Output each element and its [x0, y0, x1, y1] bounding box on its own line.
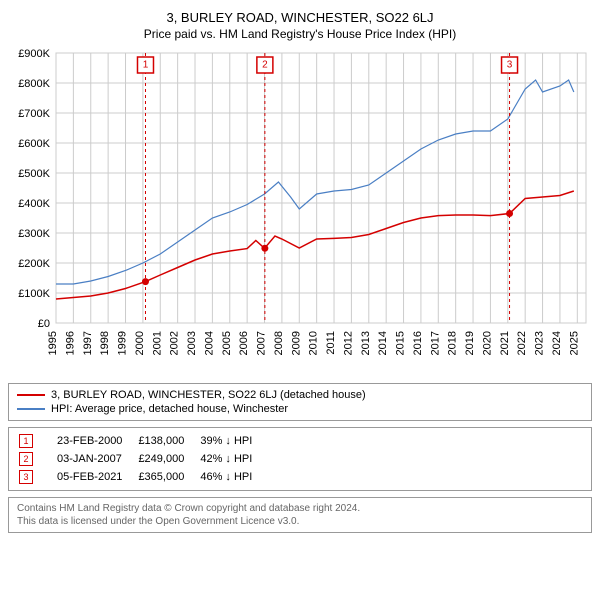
event-dot — [261, 245, 268, 252]
x-tick-label: 2011 — [325, 331, 337, 355]
y-tick-label: £0 — [38, 318, 50, 330]
x-tick-label: 2001 — [151, 331, 163, 355]
chart-title: 3, BURLEY ROAD, WINCHESTER, SO22 6LJ — [8, 10, 592, 25]
x-tick-label: 2007 — [256, 331, 268, 355]
legend-item: HPI: Average price, detached house, Winc… — [17, 402, 583, 416]
x-tick-label: 2006 — [238, 331, 250, 355]
x-tick-label: 2008 — [273, 331, 285, 355]
series-hpi — [56, 80, 574, 284]
event-dot — [506, 210, 513, 217]
x-tick-label: 2024 — [551, 331, 563, 355]
x-tick-label: 1996 — [64, 331, 76, 355]
x-tick-label: 2005 — [221, 331, 233, 355]
event-dot — [142, 278, 149, 285]
x-tick-label: 2004 — [203, 331, 215, 355]
event-date: 23-FEB-2000 — [55, 432, 136, 450]
attribution: Contains HM Land Registry data © Crown c… — [8, 497, 592, 533]
y-tick-label: £800K — [18, 78, 50, 90]
event-price: £138,000 — [136, 432, 198, 450]
y-tick-label: £900K — [18, 48, 50, 60]
legend-item: 3, BURLEY ROAD, WINCHESTER, SO22 6LJ (de… — [17, 388, 583, 402]
x-tick-label: 2002 — [169, 331, 181, 355]
legend-label: HPI: Average price, detached house, Winc… — [51, 403, 288, 415]
x-tick-label: 1995 — [47, 331, 59, 355]
y-tick-label: £500K — [18, 168, 50, 180]
legend-swatch — [17, 408, 45, 410]
event-delta: 42% ↓ HPI — [198, 450, 266, 468]
y-tick-label: £700K — [18, 108, 50, 120]
x-tick-label: 2025 — [568, 331, 580, 355]
event-date: 03-JAN-2007 — [55, 450, 136, 468]
event-row: 1 23-FEB-2000£138,00039% ↓ HPI — [17, 432, 266, 450]
legend-swatch — [17, 394, 45, 396]
chart-svg: £0 £100K £200K £300K £400K £500K £600K £700K £80… — [8, 47, 592, 377]
x-tick-label: 2000 — [134, 331, 146, 355]
event-row: 3 05-FEB-2021£365,00046% ↓ HPI — [17, 468, 266, 486]
y-tick-label: £600K — [18, 138, 50, 150]
event-price: £249,000 — [136, 450, 198, 468]
series-property — [56, 191, 574, 299]
event-marker-icon: 3 — [19, 470, 33, 484]
event-price: £365,000 — [136, 468, 198, 486]
x-tick-label: 2003 — [186, 331, 198, 355]
x-tick-label: 2021 — [499, 331, 511, 355]
legend-label: 3, BURLEY ROAD, WINCHESTER, SO22 6LJ (de… — [51, 389, 366, 401]
x-tick-label: 2018 — [447, 331, 459, 355]
events-table: 1 23-FEB-2000£138,00039% ↓ HPI 2 03-JAN-200… — [8, 427, 592, 491]
event-marker-num: 1 — [143, 60, 149, 71]
chart-subtitle: Price paid vs. HM Land Registry's House … — [8, 27, 592, 41]
y-tick-label: £400K — [18, 198, 50, 210]
event-date: 05-FEB-2021 — [55, 468, 136, 486]
x-tick-label: 2016 — [412, 331, 424, 355]
x-tick-label: 2010 — [308, 331, 320, 355]
x-tick-label: 2019 — [464, 331, 476, 355]
legend: 3, BURLEY ROAD, WINCHESTER, SO22 6LJ (de… — [8, 383, 592, 421]
event-delta: 39% ↓ HPI — [198, 432, 266, 450]
x-tick-label: 1999 — [117, 331, 129, 355]
x-tick-label: 2017 — [429, 331, 441, 355]
y-tick-label: £300K — [18, 228, 50, 240]
event-marker-icon: 1 — [19, 434, 33, 448]
x-tick-label: 2020 — [481, 331, 493, 355]
x-tick-label: 2014 — [377, 331, 389, 355]
x-tick-label: 1998 — [99, 331, 111, 355]
y-tick-label: £200K — [18, 258, 50, 270]
y-tick-label: £100K — [18, 288, 50, 300]
x-tick-label: 2013 — [360, 331, 372, 355]
chart-area: £0 £100K £200K £300K £400K £500K £600K £700K £80… — [8, 47, 592, 377]
x-tick-label: 2009 — [290, 331, 302, 355]
x-tick-label: 2012 — [342, 331, 354, 355]
event-marker-num: 3 — [507, 60, 513, 71]
x-tick-label: 2015 — [395, 331, 407, 355]
event-marker-num: 2 — [262, 60, 268, 71]
event-marker-icon: 2 — [19, 452, 33, 466]
event-row: 2 03-JAN-2007£249,00042% ↓ HPI — [17, 450, 266, 468]
event-delta: 46% ↓ HPI — [198, 468, 266, 486]
attribution-line1: Contains HM Land Registry data © Crown c… — [17, 502, 583, 515]
x-tick-label: 1997 — [82, 331, 94, 355]
x-tick-label: 2023 — [534, 331, 546, 355]
attribution-line2: This data is licensed under the Open Gov… — [17, 515, 583, 528]
x-tick-label: 2022 — [516, 331, 528, 355]
